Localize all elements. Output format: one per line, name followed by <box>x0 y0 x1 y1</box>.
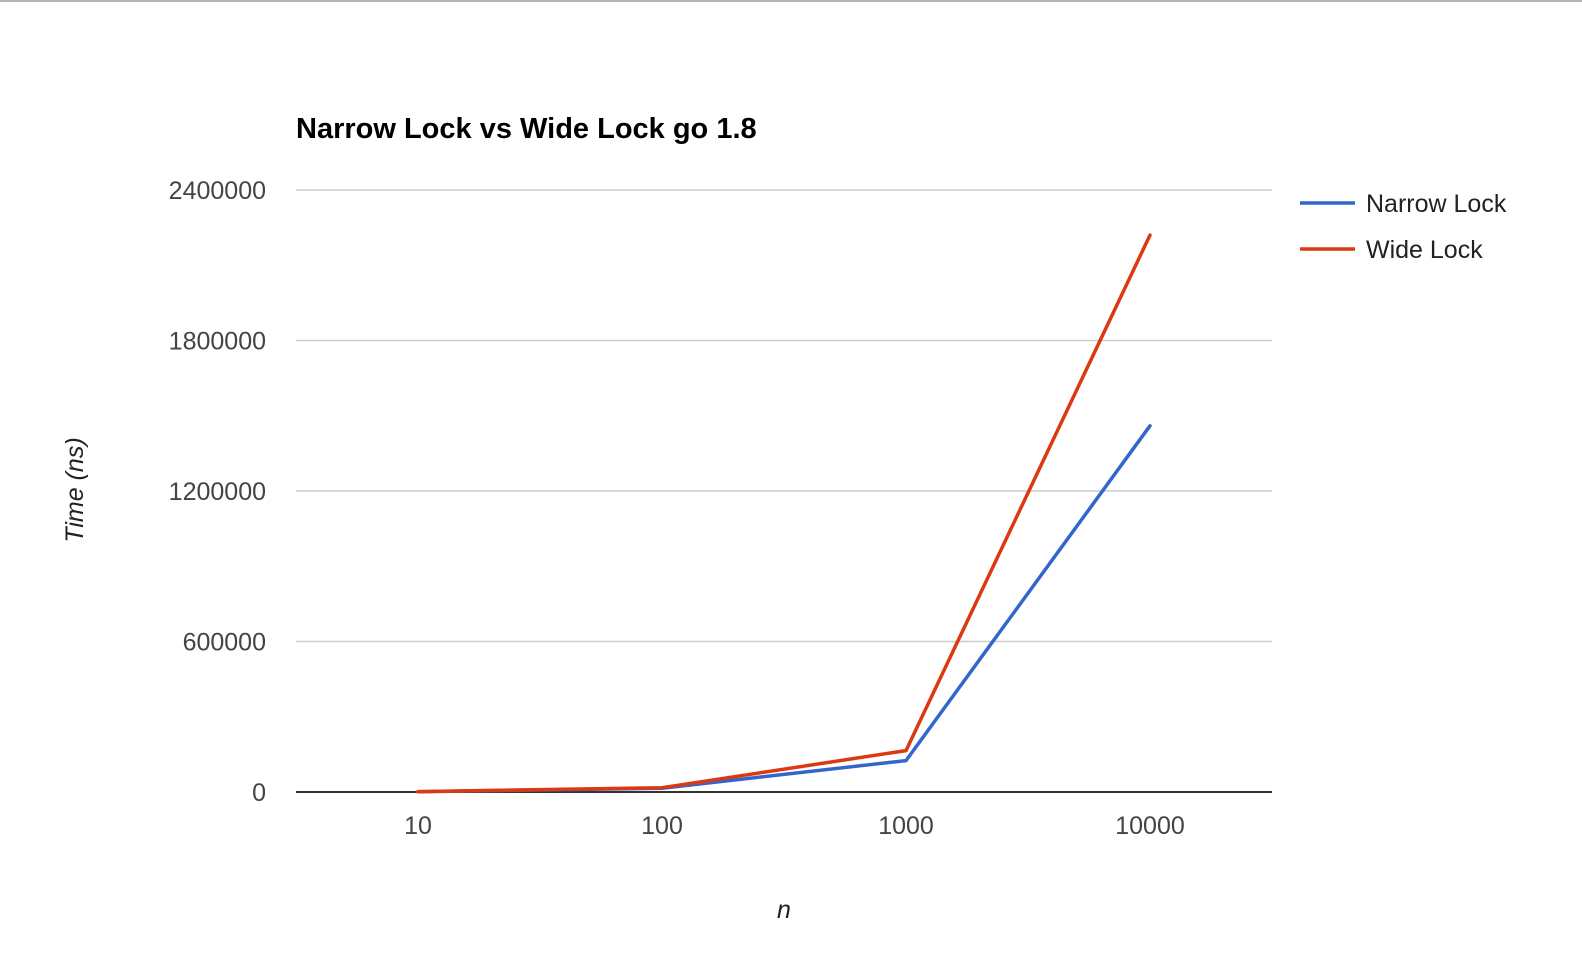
y-tick-label: 1200000 <box>169 478 266 506</box>
top-border <box>0 0 1582 2</box>
chart-title: Narrow Lock vs Wide Lock go 1.8 <box>296 113 757 145</box>
x-tick-label: 10000 <box>1115 812 1185 840</box>
x-axis-ticks: 10 100 1000 10000 <box>404 812 1185 840</box>
series-line-2 <box>416 233 1152 794</box>
y-axis-title: Time (ns) <box>61 437 89 542</box>
legend: Narrow Lock Wide Lock <box>1300 190 1507 264</box>
y-tick-label: 1800000 <box>169 328 266 356</box>
legend-label-2: Wide Lock <box>1366 236 1483 264</box>
legend-label-1: Narrow Lock <box>1366 190 1507 218</box>
y-axis-ticks: 0 600000 1200000 1800000 2400000 <box>169 177 266 807</box>
y-tick-label: 2400000 <box>169 177 266 205</box>
series-line-1 <box>416 424 1152 794</box>
x-tick-label: 100 <box>641 812 683 840</box>
y-tick-label: 0 <box>252 779 266 807</box>
x-axis-title: n <box>777 896 791 924</box>
y-tick-label: 600000 <box>183 629 266 657</box>
series-lines <box>416 233 1152 794</box>
x-tick-label: 10 <box>404 812 432 840</box>
x-tick-label: 1000 <box>878 812 934 840</box>
gridlines <box>296 189 1272 793</box>
